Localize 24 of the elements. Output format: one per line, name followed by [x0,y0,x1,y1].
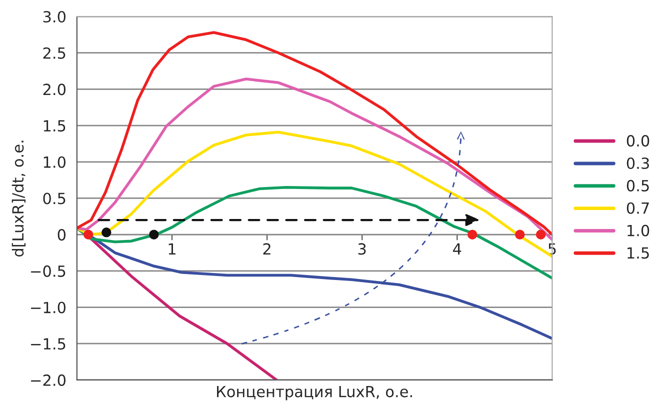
y-tick-label: 0.5 [43,192,66,204]
y-tick-label: 2.5 [43,47,66,59]
y-tick-label: −1.5 [31,338,66,350]
y-tick-label: −0.5 [31,265,66,277]
y-tick-label: 1.0 [44,156,66,168]
y-axis-title: d[LuxR]/dt, о.е. [12,140,26,257]
y-tick-label: 0 [58,229,66,241]
legend-label: 0.7 [626,202,649,214]
legend-label: 0.0 [626,135,650,147]
y-tick-label: 3.0 [43,10,66,23]
x-tick-label: 2 [263,243,270,255]
y-tick-label: 2.0 [43,84,66,96]
x-tick-label: 4 [453,243,462,255]
x-tick-label: 3 [358,243,366,255]
y-tick-label: −1.0 [31,302,66,314]
x-tick-label: 1 [168,243,176,255]
y-tick-label: −2.0 [31,374,66,386]
legend-label: 0.5 [626,180,649,192]
x-axis-title: Концентрация LuxR, о.е. [217,386,412,400]
line-series [76,78,552,242]
y-tick-label: 1.5 [44,120,66,132]
legend-label: 1.5 [628,247,649,259]
legend-label: 1.0 [628,224,650,236]
legend-label: 0.3 [626,157,649,170]
